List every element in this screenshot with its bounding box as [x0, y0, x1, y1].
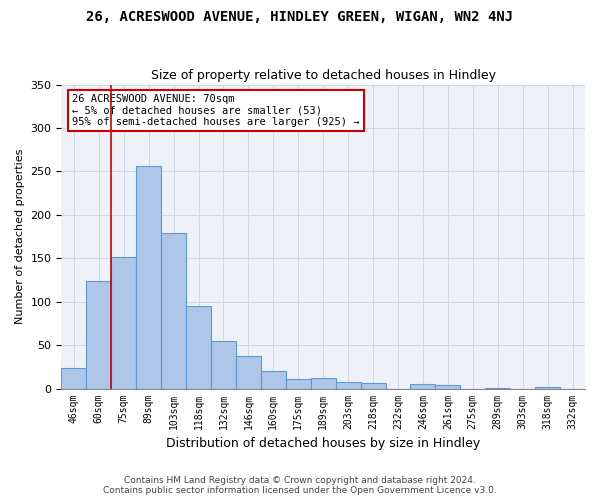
Bar — [311, 378, 335, 388]
Bar — [61, 368, 86, 388]
Y-axis label: Number of detached properties: Number of detached properties — [15, 149, 25, 324]
Bar — [111, 256, 136, 388]
Bar — [136, 166, 161, 388]
Bar — [161, 233, 186, 388]
Text: 26 ACRESWOOD AVENUE: 70sqm
← 5% of detached houses are smaller (53)
95% of semi-: 26 ACRESWOOD AVENUE: 70sqm ← 5% of detac… — [72, 94, 359, 127]
Bar — [286, 379, 311, 388]
Text: Contains HM Land Registry data © Crown copyright and database right 2024.
Contai: Contains HM Land Registry data © Crown c… — [103, 476, 497, 495]
Text: 26, ACRESWOOD AVENUE, HINDLEY GREEN, WIGAN, WN2 4NJ: 26, ACRESWOOD AVENUE, HINDLEY GREEN, WIG… — [86, 10, 514, 24]
X-axis label: Distribution of detached houses by size in Hindley: Distribution of detached houses by size … — [166, 437, 481, 450]
Bar — [410, 384, 436, 388]
Bar — [186, 306, 211, 388]
Bar — [436, 385, 460, 388]
Bar — [535, 387, 560, 388]
Bar — [211, 341, 236, 388]
Bar — [261, 371, 286, 388]
Bar — [86, 281, 111, 388]
Bar — [361, 384, 386, 388]
Bar — [335, 382, 361, 388]
Bar — [236, 356, 261, 388]
Title: Size of property relative to detached houses in Hindley: Size of property relative to detached ho… — [151, 69, 496, 82]
